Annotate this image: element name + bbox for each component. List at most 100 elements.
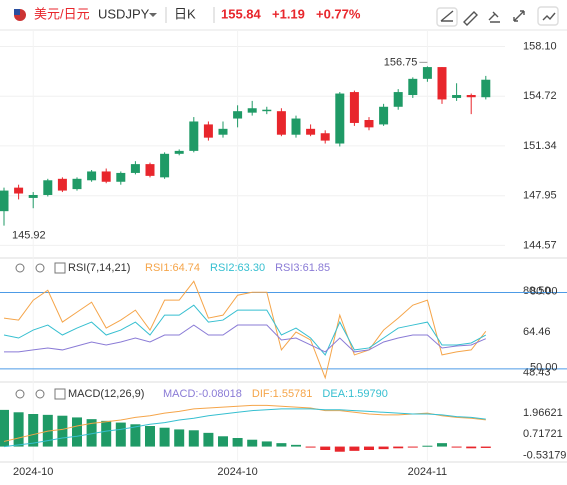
tool-button[interactable]: [537, 6, 559, 26]
symbol-code[interactable]: USDJPY: [98, 6, 150, 21]
indicator-line: [4, 324, 486, 353]
flag-icon: [14, 9, 20, 15]
histogram-bar: [13, 412, 24, 447]
candle-body: [101, 171, 111, 182]
settings-icon[interactable]: [35, 389, 45, 399]
histogram-bar: [218, 436, 228, 447]
y-tick-label: 0.71721: [523, 428, 563, 440]
histogram-bar: [57, 415, 68, 447]
candle-body: [130, 164, 140, 173]
y-tick-label: 154.72: [523, 90, 557, 102]
histogram-bar: [334, 446, 345, 452]
indicator-title: MACD(12,26,9): [68, 388, 144, 400]
histogram-bar: [145, 426, 155, 447]
indicator-line: [3, 408, 486, 448]
settings-icon[interactable]: [35, 263, 45, 273]
y-tick-label: 144.57: [523, 239, 557, 251]
candle-body: [145, 164, 155, 176]
brush-icon[interactable]: [488, 11, 500, 23]
period[interactable]: 日K: [174, 6, 196, 21]
price: 155.84: [221, 6, 262, 21]
histogram-bar: [466, 446, 477, 449]
draw-icon: [440, 10, 454, 22]
histogram-bar: [28, 414, 39, 447]
candle-body: [87, 171, 97, 181]
candle-body: [174, 150, 184, 154]
histogram-bar: [174, 429, 185, 447]
min-label: 145.92: [12, 229, 46, 241]
y-tick-label: 1.96621: [523, 407, 563, 419]
histogram-bar: [276, 443, 287, 447]
pen-icon[interactable]: [463, 11, 478, 26]
histogram-bar: [261, 441, 272, 447]
candle-body: [452, 95, 462, 98]
histogram-bar: [480, 446, 491, 448]
candle-body: [72, 178, 82, 190]
candle-body: [276, 111, 286, 135]
symbol-name[interactable]: 美元/日元: [34, 6, 90, 21]
histogram-bar: [0, 409, 9, 447]
histogram-bar: [115, 422, 126, 447]
histogram-bar: [349, 446, 360, 451]
legend-entry: RSI2:63.30: [210, 262, 265, 274]
candle-body: [306, 128, 316, 135]
candle-body: [0, 190, 9, 212]
candle-body: [247, 108, 257, 113]
legend-entry: MACD:-0.08018: [163, 388, 242, 400]
candle-body: [233, 111, 243, 119]
histogram-bar: [72, 417, 82, 447]
candle-body: [335, 93, 345, 144]
indicator-line: [3, 304, 487, 356]
histogram-bar: [422, 445, 433, 447]
histogram-bar: [130, 424, 141, 447]
candle-body: [466, 95, 476, 98]
change: +1.19: [272, 6, 305, 21]
legend-entry: DEA:1.59790: [322, 388, 387, 400]
candle-body: [43, 180, 53, 195]
candle-body: [364, 120, 374, 128]
y-tick-label: -0.53179: [523, 450, 566, 462]
candle-body: [57, 178, 67, 191]
histogram-bar: [393, 446, 404, 449]
hide-icon[interactable]: [15, 389, 25, 399]
x-tick-label: 2024-11: [408, 466, 448, 478]
header: 美元/日元 USDJPY 日K 155.84 +1.19 +0.77%: [14, 6, 559, 27]
indicator-icon[interactable]: [54, 388, 66, 400]
indicator-icon[interactable]: [54, 262, 66, 274]
candle-body: [203, 124, 213, 138]
indicator-title: RSI(7,14,21): [68, 262, 130, 274]
histogram-bar: [451, 446, 462, 448]
x-tick-label: 2024-10: [217, 466, 257, 478]
histogram-bar: [101, 420, 112, 447]
histogram-bar: [247, 439, 258, 447]
histogram-bar: [364, 446, 374, 450]
histogram-bar: [320, 446, 331, 450]
candle-body: [437, 67, 447, 100]
candle-body: [349, 92, 359, 123]
candle-body: [160, 153, 170, 178]
y-tick-label: 64.46: [523, 326, 551, 338]
histogram-bar: [86, 419, 97, 447]
candle-body: [189, 121, 199, 151]
histogram-bar: [378, 446, 389, 450]
candle-body: [28, 194, 38, 198]
expand-icon[interactable]: [513, 10, 525, 22]
candle-body: [422, 67, 432, 79]
hide-icon[interactable]: [15, 263, 25, 273]
reference-label: 80.00: [530, 285, 558, 297]
y-tick-label: 147.95: [523, 190, 557, 202]
candle-body: [116, 172, 126, 182]
candle-body: [262, 109, 272, 112]
candle-body: [408, 78, 418, 96]
candle-body: [320, 133, 330, 141]
candle-body: [218, 128, 228, 135]
tool-button[interactable]: [436, 7, 458, 27]
histogram-bar: [407, 446, 418, 448]
indicator-line: [3, 280, 487, 380]
histogram-bar: [188, 430, 199, 447]
histogram-bar: [437, 443, 447, 447]
y-tick-label: 80.50: [523, 285, 551, 297]
dropdown-arrow[interactable]: [149, 13, 157, 17]
